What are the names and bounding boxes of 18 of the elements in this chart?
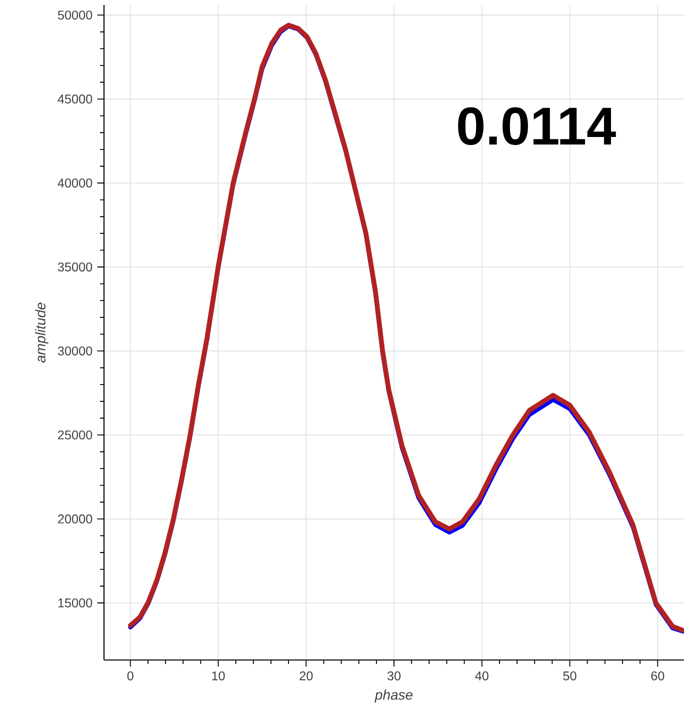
y-axis-title: amplitude	[35, 302, 48, 363]
y-tick-label: 50000	[58, 10, 92, 20]
x-tick-label: 0	[127, 671, 134, 680]
annotation: 0.0114	[458, 107, 616, 146]
y-tick-label: 30000	[58, 346, 92, 356]
x-tick-label: 40	[475, 671, 488, 680]
x-tick-label: 30	[387, 671, 401, 680]
y-tick-label: 15000	[58, 598, 92, 608]
x-tick-label: 60	[651, 671, 664, 680]
y-tick-label: 25000	[58, 430, 92, 440]
x-tick-label: 50	[563, 671, 576, 680]
y-tick-label: 45000	[58, 94, 92, 104]
x-tick-label: 20	[300, 671, 313, 680]
y-tick-label: 40000	[58, 178, 92, 188]
x-tick-label: 10	[212, 671, 225, 680]
y-tick-label: 20000	[58, 514, 92, 524]
y-tick-label: 35000	[58, 262, 92, 272]
x-axis-title: phase	[374, 690, 413, 703]
